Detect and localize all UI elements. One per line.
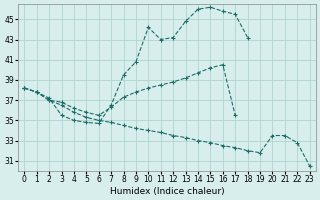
X-axis label: Humidex (Indice chaleur): Humidex (Indice chaleur) (110, 187, 224, 196)
